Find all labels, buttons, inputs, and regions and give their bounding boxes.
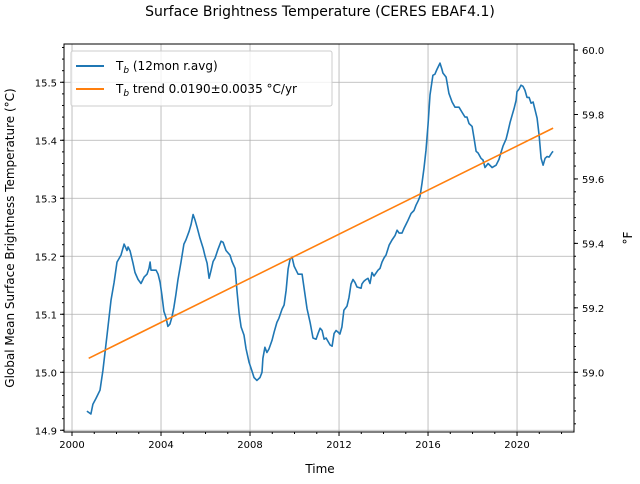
series-line-tb <box>86 62 554 415</box>
y-tick-label: 15.4 <box>35 136 57 147</box>
legend-label-trend-main: T <box>115 82 124 96</box>
legend-label-tb-sub: b <box>123 66 129 76</box>
x-axis-label: Time <box>304 462 334 476</box>
y-tick-label: 15.5 <box>35 78 57 89</box>
y-tick-label: 15.3 <box>35 194 57 205</box>
ticks: 2000 2004 2008 2012 2016 2020 14.9 15.0 15.1 15.2… <box>35 46 605 451</box>
y-tick-label: 15.0 <box>35 368 57 379</box>
chart-title: Surface Brightness Temperature (CERES EB… <box>145 4 495 20</box>
y-tick-label: 15.1 <box>35 310 57 321</box>
y-right-tick-label: 59.6 <box>582 175 604 186</box>
legend-label-tb-main: T <box>115 59 124 73</box>
y-right-tick-label: 59.8 <box>582 110 604 121</box>
y-axis-label: Global Mean Surface Brightness Temperatu… <box>3 88 17 387</box>
y-right-tick-label: 60.0 <box>582 46 604 57</box>
y-axis-right-label: °F <box>621 231 635 244</box>
y-tick-label: 15.2 <box>35 252 57 263</box>
x-tick-label: 2008 <box>237 440 262 451</box>
legend-box <box>70 50 333 107</box>
legend: Tb (12mon r.avg) Tb trend 0.0190±0.0035 … <box>70 50 333 107</box>
y-right-tick-label: 59.0 <box>582 368 604 379</box>
x-tick-label: 2016 <box>415 440 440 451</box>
x-tick-label: 2000 <box>59 440 84 451</box>
plot-frame <box>63 43 575 433</box>
legend-label-tb: Tb (12mon r.avg) <box>115 59 218 76</box>
series-group <box>86 62 554 415</box>
legend-label-trend: Tb trend 0.0190±0.0035 °C/yr <box>115 82 297 99</box>
legend-label-trend-rest: trend 0.0190±0.0035 °C/yr <box>129 82 297 96</box>
y-right-tick-label: 59.4 <box>582 239 604 250</box>
series-line-trend <box>88 127 554 360</box>
x-tick-label: 2020 <box>504 440 529 451</box>
y-tick-label: 14.9 <box>35 426 57 437</box>
legend-label-trend-sub: b <box>123 89 129 99</box>
x-tick-label: 2004 <box>148 440 173 451</box>
legend-label-tb-rest: (12mon r.avg) <box>129 59 218 73</box>
x-tick-label: 2012 <box>326 440 351 451</box>
y-right-tick-label: 59.2 <box>582 304 604 315</box>
